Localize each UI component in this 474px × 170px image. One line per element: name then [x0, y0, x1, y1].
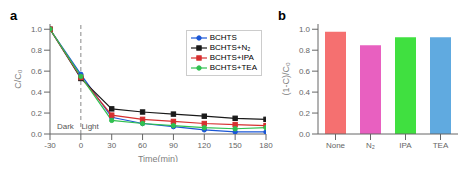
svg-text:180: 180 [259, 141, 273, 150]
html-text:BCHTS: BCHTS [209, 33, 237, 42]
svg-text:(1-C)/C₀: (1-C)/C₀ [281, 62, 291, 95]
svg-text:TEA: TEA [433, 141, 449, 150]
svg-text:0.4: 0.4 [31, 88, 43, 97]
html-text:BCHTS+TEA: BCHTS+TEA [209, 63, 257, 72]
svg-text:0.6: 0.6 [31, 67, 43, 76]
svg-text:150: 150 [228, 141, 242, 150]
svg-text:0.6: 0.6 [299, 67, 311, 76]
svg-text:None: None [326, 141, 346, 150]
svg-text:C/C₀: C/C₀ [13, 69, 23, 88]
svg-text:0.2: 0.2 [299, 109, 311, 118]
svg-text:IPA: IPA [399, 141, 412, 150]
html-text:BCHTS+IPA: BCHTS+IPA [209, 53, 254, 62]
svg-text:0: 0 [79, 141, 84, 150]
svg-text:Time(min): Time(min) [138, 154, 178, 162]
svg-text:N₂: N₂ [366, 141, 375, 150]
html-text:a: a [10, 8, 18, 23]
svg-text:90: 90 [169, 141, 178, 150]
svg-text:60: 60 [138, 141, 147, 150]
svg-text:0.8: 0.8 [31, 46, 43, 55]
svg-text:0.0: 0.0 [299, 130, 311, 139]
svg-text:-30: -30 [44, 141, 56, 150]
html-text:b: b [278, 8, 286, 23]
svg-text:0.2: 0.2 [31, 109, 43, 118]
svg-text:Light: Light [81, 122, 99, 131]
svg-text:1.0: 1.0 [31, 25, 43, 34]
svg-text:1.0: 1.0 [299, 25, 311, 34]
svg-text:120: 120 [198, 141, 212, 150]
svg-text:0.8: 0.8 [299, 46, 311, 55]
svg-text:30: 30 [107, 141, 116, 150]
svg-text:0.0: 0.0 [31, 130, 43, 139]
svg-text:0.4: 0.4 [299, 88, 311, 97]
html-text:BCHTS+N₂: BCHTS+N₂ [209, 43, 251, 52]
svg-text:Dark: Dark [57, 122, 75, 131]
